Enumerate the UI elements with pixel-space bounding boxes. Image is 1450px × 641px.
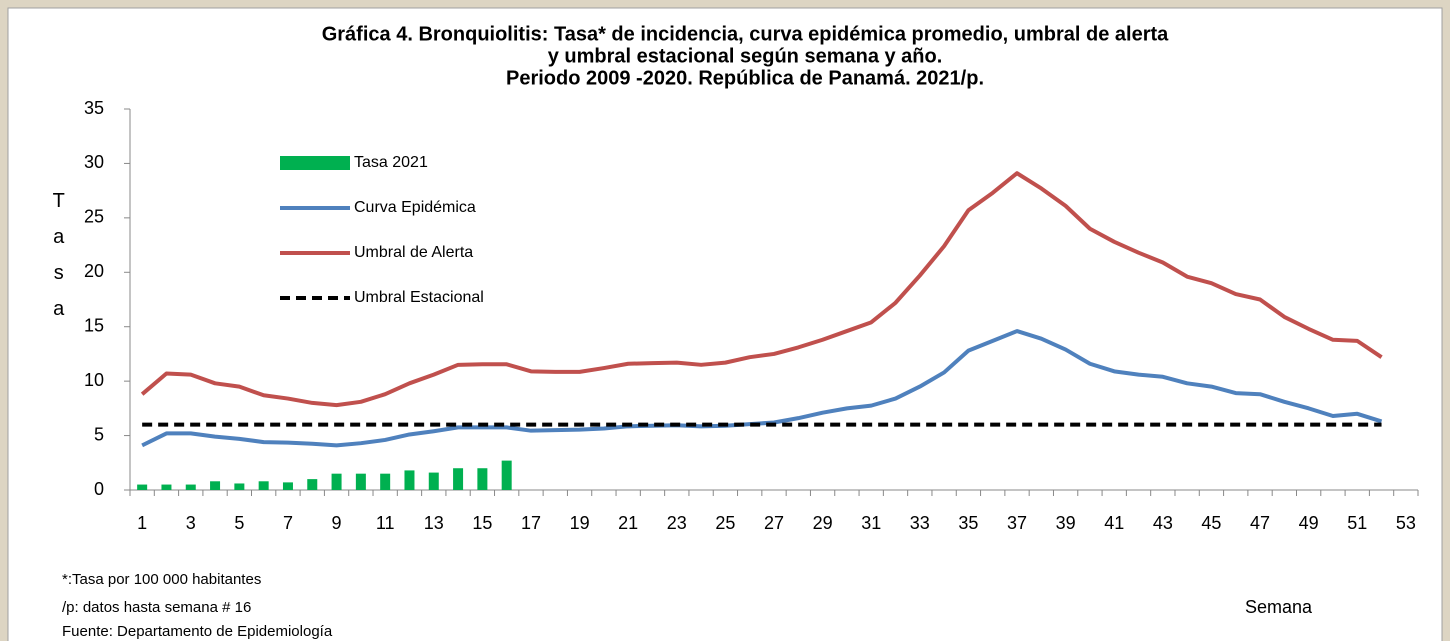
bar: [380, 473, 391, 490]
x-tick-label: 25: [715, 513, 735, 533]
x-tick-label: 19: [570, 513, 590, 533]
y-tick-label: 20: [84, 261, 104, 281]
panel: [7, 7, 1443, 641]
y-tick-label: 30: [84, 152, 104, 172]
x-tick-label: 17: [521, 513, 541, 533]
x-tick-label: 27: [764, 513, 784, 533]
x-tick-label: 47: [1250, 513, 1270, 533]
bar: [453, 468, 464, 490]
legend-label: Tasa 2021: [354, 154, 428, 171]
x-tick-label: 41: [1104, 513, 1124, 533]
x-tick-label: 53: [1396, 513, 1416, 533]
bar: [234, 483, 245, 490]
bar: [477, 468, 488, 490]
bar: [404, 470, 415, 490]
x-axis-title: Semana: [1245, 597, 1313, 617]
y-tick-label: 5: [94, 424, 104, 444]
legend-label: Umbral de Alerta: [354, 244, 473, 261]
bar: [137, 484, 148, 490]
x-tick-label: 31: [861, 513, 881, 533]
chart-title: y umbral estacional según semana y año.: [548, 45, 943, 67]
legend-label: Umbral Estacional: [354, 289, 484, 306]
y-tick-label: 25: [84, 207, 104, 227]
y-tick-label: 10: [84, 370, 104, 390]
note: *:Tasa por 100 000 habitantes: [62, 571, 261, 588]
bar: [161, 484, 172, 490]
note: Fuente: Departamento de Epidemiología: [62, 623, 333, 640]
x-tick-label: 49: [1299, 513, 1319, 533]
y-tick-label: 0: [94, 479, 104, 499]
bar: [501, 460, 512, 490]
chart-title: Gráfica 4. Bronquiolitis: Tasa* de incid…: [322, 23, 1169, 45]
legend-swatch: [280, 156, 350, 170]
line: [141, 329, 1383, 448]
x-tick-label: 51: [1347, 513, 1367, 533]
bar: [282, 482, 293, 490]
x-tick-label: 43: [1153, 513, 1173, 533]
bar: [331, 473, 342, 490]
bar: [185, 484, 196, 490]
bar: [355, 473, 366, 490]
y-axis-title: Tasa: [48, 190, 70, 334]
x-tick-label: 21: [618, 513, 638, 533]
bar: [258, 481, 269, 490]
line: [140, 171, 1383, 408]
x-tick-label: 29: [813, 513, 833, 533]
y-tick-label: 35: [84, 98, 104, 118]
x-tick-label: 9: [332, 513, 342, 533]
x-tick-label: 15: [472, 513, 492, 533]
x-tick-label: 3: [186, 513, 196, 533]
bar: [307, 479, 318, 490]
chart-title: Periodo 2009 -2020. República de Panamá.…: [506, 67, 984, 89]
bar: [428, 472, 439, 490]
legend-label: Curva Epidémica: [354, 199, 476, 216]
y-tick-label: 15: [84, 315, 104, 335]
x-tick-label: 7: [283, 513, 293, 533]
x-tick-label: 33: [910, 513, 930, 533]
x-tick-label: 39: [1056, 513, 1076, 533]
x-tick-label: 1: [137, 513, 147, 533]
x-tick-label: 23: [667, 513, 687, 533]
x-tick-label: 45: [1201, 513, 1221, 533]
note: /p: datos hasta semana # 16: [62, 599, 251, 616]
x-tick-label: 37: [1007, 513, 1027, 533]
x-tick-label: 5: [234, 513, 244, 533]
x-tick-label: 35: [958, 513, 978, 533]
x-tick-label: 11: [376, 513, 395, 533]
bar: [210, 481, 221, 490]
x-tick-label: 13: [424, 513, 444, 533]
